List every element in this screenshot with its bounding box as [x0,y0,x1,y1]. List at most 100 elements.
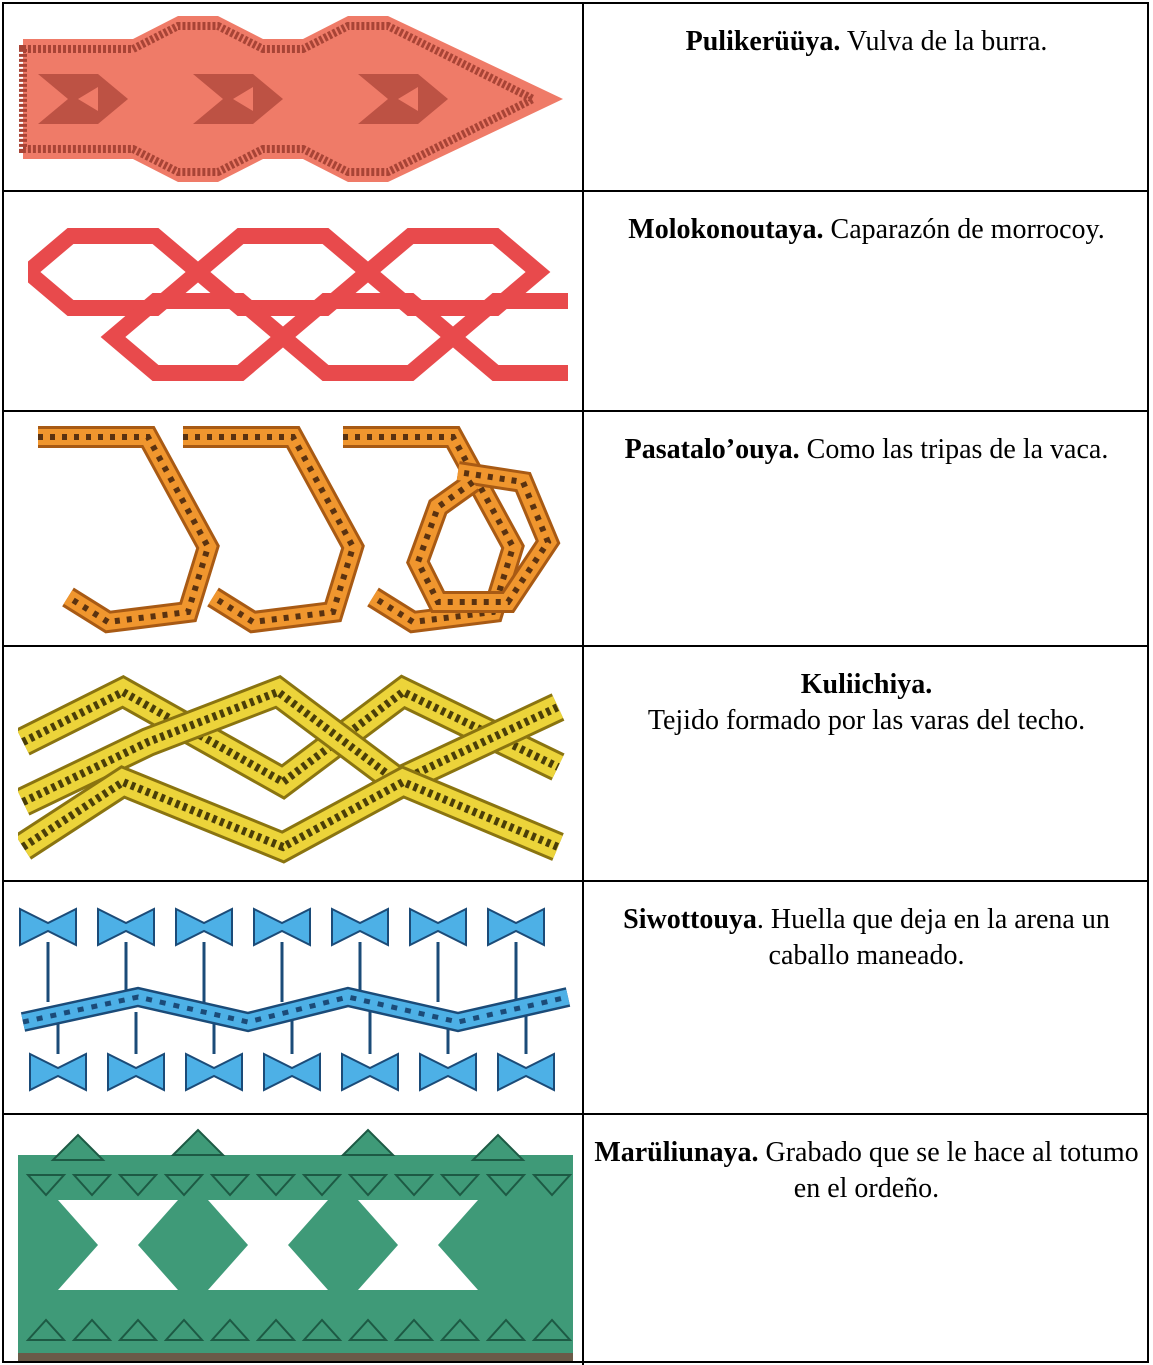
pattern-description: Como las tripas de la vaca. [799,434,1109,465]
pattern-shape [531,1318,573,1341]
pattern-shape [18,1353,573,1361]
pattern-shape [21,687,560,787]
pattern-name: Marüliunaya. [594,1137,759,1168]
pattern-image [18,674,565,864]
pattern-image [38,426,561,634]
pattern-shape [440,293,578,381]
pattern-shape [255,1318,297,1341]
pattern-shape [485,1174,527,1197]
pattern-shape [20,777,560,852]
text-cell: Siwottouya. Huella que deja en la arena … [586,902,1147,974]
pattern-name: Molokonoutaya. [628,214,824,245]
pattern-cell [4,192,584,410]
pattern-description: Vulva de la burra. [840,26,1048,57]
pattern-shape [347,1318,389,1341]
pattern-shape [568,192,578,410]
table-row: Siwottouya. Huella que deja en la arena … [4,882,1147,1115]
pattern-shape [270,293,466,381]
pattern-shape [183,434,357,626]
pattern-shape [340,1128,396,1156]
pattern-shape [23,16,563,182]
pattern-shape [71,1174,113,1197]
pattern-description: Grabado que se le hace al totumo en el o… [758,1137,1139,1204]
pattern-shape [117,1318,159,1341]
pattern-shape [29,1052,87,1092]
pattern-image [18,1128,573,1361]
pattern-shape [414,469,552,605]
table-row: Molokonoutaya. Caparazón de morrocoy. [4,192,1147,412]
pattern-shape [22,994,569,1025]
pattern-name: Kuliichiya. [800,669,933,700]
pattern-cell [4,412,584,645]
pattern-shape [419,1052,477,1092]
table-row: Pasatalo’ouya. Como las tripas de la vac… [4,412,1147,647]
pattern-shape [470,1133,526,1161]
pattern-shape [253,907,311,947]
pattern-shape [107,1052,165,1092]
pattern-image [18,192,578,410]
text-cell: Molokonoutaya. Caparazón de morrocoy. [586,212,1147,248]
text-cell: Kuliichiya. Tejido formado por las varas … [586,667,1147,739]
pattern-shape [170,1128,226,1156]
pattern-shape [439,1318,481,1341]
pattern-description: Tejido formado por las varas del techo. [647,705,1086,736]
pattern-name: Pasatalo’ouya. [624,434,800,465]
text-cell: Pulikerüüya. Vulva de la burra. [586,24,1147,60]
pattern-shape [393,1318,435,1341]
pattern-shape [19,907,77,947]
pattern-cell [4,882,584,1113]
pattern-image [19,907,571,1092]
pattern-cell [4,1115,584,1365]
pattern-cell [4,647,584,880]
pattern-shape [18,192,28,410]
pattern-shape [398,87,418,111]
pattern-shape [71,1318,113,1341]
pattern-shape [97,907,155,947]
pattern-shape [439,1174,481,1197]
pattern-shape [117,1174,159,1197]
pattern-shape [358,1200,478,1290]
pattern-shape [38,426,220,634]
pattern-shape [301,1318,343,1341]
pattern-shape [301,1174,343,1197]
pattern-shape [341,1052,399,1092]
pattern-shape [163,1318,205,1341]
pattern-name: Siwottouya [623,904,757,935]
pattern-shape [497,1052,555,1092]
pattern-shape [331,907,389,947]
pattern-shape [25,1318,67,1341]
pattern-shape [185,1052,243,1092]
table-row: Pulikerüüya. Vulva de la burra. [4,4,1147,192]
text-cell: Marüliunaya. Grabado que se le hace al t… [586,1135,1147,1207]
pattern-shape [209,1318,251,1341]
pattern-shape [18,678,564,813]
pattern-shape [175,907,233,947]
table-row: Kuliichiya. Tejido formado por las varas … [4,647,1147,882]
pattern-shape [58,1200,178,1290]
pattern-description: Caparazón de morrocoy. [823,214,1105,245]
pattern-cell [4,4,584,190]
text-cell: Pasatalo’ouya. Como las tripas de la vac… [586,432,1147,468]
pattern-image [19,16,563,182]
pattern-shape [19,22,542,176]
pattern-shape [347,1174,389,1197]
pattern-shape [343,434,517,626]
pattern-shape [38,434,212,626]
pattern-shape [409,907,467,947]
pattern-description: . Huella que deja en la arena un caballo… [756,904,1110,971]
pattern-name: Pulikerüüya. [685,26,841,57]
pattern-shape [208,1200,328,1290]
pattern-shape [209,1174,251,1197]
pattern-shape [255,1174,297,1197]
pattern-shape [531,1174,573,1197]
pattern-shape [393,1174,435,1197]
pattern-shape [263,1052,321,1092]
pattern-shape [25,1174,67,1197]
pattern-shape [163,1174,205,1197]
pattern-shape [485,1318,527,1341]
pattern-shape [487,907,545,947]
pattern-shape [233,87,253,111]
table-row: Marüliunaya. Grabado que se le hace al t… [4,1115,1147,1365]
